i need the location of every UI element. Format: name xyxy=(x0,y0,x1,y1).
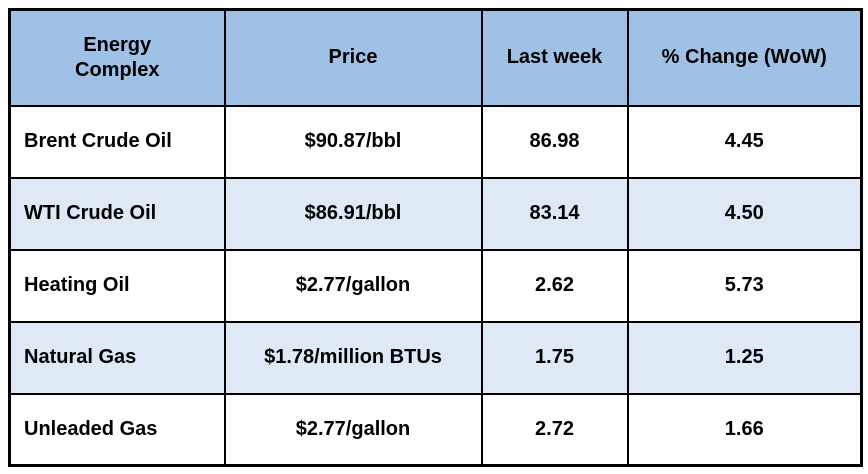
percent-change-value: 4.50 xyxy=(626,176,863,251)
commodity-price: $2.77/gallon xyxy=(223,392,483,467)
commodity-name: Natural Gas xyxy=(8,320,226,395)
table-header-row: Energy Complex Price Last week % Change … xyxy=(8,8,863,107)
table-row-wti-crude-oil: WTI Crude Oil $86.91/bbl 83.14 4.50 xyxy=(8,176,863,251)
commodity-name: Unleaded Gas xyxy=(8,392,226,467)
table-row-heating-oil: Heating Oil $2.77/gallon 2.62 5.73 xyxy=(8,248,863,323)
last-week-value: 83.14 xyxy=(480,176,629,251)
last-week-value: 2.72 xyxy=(480,392,629,467)
commodity-price: $90.87/bbl xyxy=(223,104,483,179)
last-week-value: 2.62 xyxy=(480,248,629,323)
commodity-price: $86.91/bbl xyxy=(223,176,483,251)
table-row-brent-crude-oil: Brent Crude Oil $90.87/bbl 86.98 4.45 xyxy=(8,104,863,179)
commodity-price: $2.77/gallon xyxy=(223,248,483,323)
percent-change-value: 4.45 xyxy=(626,104,863,179)
commodity-name: WTI Crude Oil xyxy=(8,176,226,251)
percent-change-value: 1.25 xyxy=(626,320,863,395)
last-week-value: 1.75 xyxy=(480,320,629,395)
column-header-last-week: Last week xyxy=(480,8,629,107)
commodity-name: Brent Crude Oil xyxy=(8,104,226,179)
table-row-natural-gas: Natural Gas $1.78/million BTUs 1.75 1.25 xyxy=(8,320,863,395)
energy-price-table: Energy Complex Price Last week % Change … xyxy=(8,8,863,467)
commodity-name: Heating Oil xyxy=(8,248,226,323)
percent-change-value: 1.66 xyxy=(626,392,863,467)
energy-price-table-container: Energy Complex Price Last week % Change … xyxy=(8,8,863,467)
last-week-value: 86.98 xyxy=(480,104,629,179)
column-header-price: Price xyxy=(223,8,483,107)
table-row-unleaded-gas: Unleaded Gas $2.77/gallon 2.72 1.66 xyxy=(8,392,863,467)
column-header-energy-complex: Energy Complex xyxy=(8,8,226,107)
commodity-price: $1.78/million BTUs xyxy=(223,320,483,395)
percent-change-value: 5.73 xyxy=(626,248,863,323)
column-header-percent-change-wow: % Change (WoW) xyxy=(626,8,863,107)
